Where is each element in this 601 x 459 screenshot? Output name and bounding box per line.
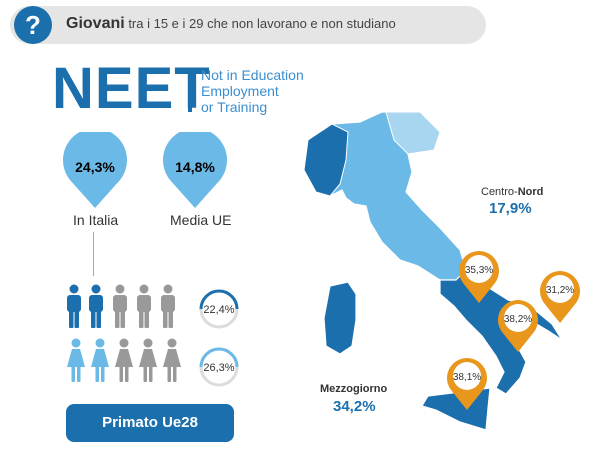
header-title: Giovani tra i 15 e i 29 che non lavorano… — [66, 15, 396, 33]
ue-value: 14,8% — [175, 159, 215, 175]
female-ring: 26,3% — [199, 347, 239, 387]
centro-nord-label-a: Centro- — [481, 186, 518, 198]
question-icon: ? — [14, 6, 52, 44]
neet-subtitle-line2: Employment — [201, 83, 279, 99]
male-person-icon — [67, 284, 81, 328]
male-person-icon — [137, 284, 151, 328]
italia-pin: 24,3% — [63, 132, 127, 208]
map-pin: 35,3% — [459, 251, 499, 303]
header-title-bold: Giovani — [66, 15, 125, 32]
neet-subtitle-line3: or Training — [201, 99, 268, 115]
italia-label: In Italia — [73, 212, 119, 228]
ue-label: Media UE — [170, 212, 232, 228]
female-person-icon — [139, 338, 157, 382]
centro-nord-label-b: Nord — [517, 186, 544, 198]
primato-button[interactable]: Primato Ue28 — [66, 404, 234, 442]
header-bar — [10, 6, 486, 44]
male-person-icon — [161, 284, 175, 328]
italia-value: 24,3% — [75, 159, 115, 175]
italy-map — [303, 111, 563, 431]
map-pin: 38,2% — [498, 300, 538, 352]
map-pin-value: 38,1% — [453, 372, 481, 383]
connector-line — [93, 232, 94, 276]
ue-pin: 14,8% — [163, 132, 227, 208]
map-pin-value: 38,2% — [504, 314, 532, 325]
female-person-icon — [91, 338, 109, 382]
mezzogiorno-label: Mezzogiorno — [320, 383, 388, 395]
female-icons — [67, 338, 181, 382]
female-person-icon — [67, 338, 85, 382]
neet-logo: NEET — [52, 56, 211, 121]
female-rate: 26,3% — [203, 362, 234, 374]
male-icons — [67, 284, 175, 328]
neet-subtitle: Not in Education Employment or Training — [201, 67, 304, 115]
male-ring: 22,4% — [199, 289, 239, 329]
map-pin-value: 35,3% — [465, 265, 493, 276]
header-title-rest: tra i 15 e i 29 che non lavorano e non s… — [128, 16, 396, 31]
male-person-icon — [89, 284, 103, 328]
map-pin: 31,2% — [540, 271, 580, 323]
centro-nord-value: 17,9% — [489, 200, 532, 217]
male-row — [66, 284, 186, 335]
sardinia-region — [323, 281, 357, 355]
male-rate: 22,4% — [203, 304, 234, 316]
female-row — [66, 338, 186, 389]
female-person-icon — [163, 338, 181, 382]
centro-nord-label: Centro-Nord — [481, 186, 543, 198]
neet-subtitle-line1: Not in Education — [201, 67, 304, 83]
map-pin: 38,1% — [447, 358, 487, 410]
female-person-icon — [115, 338, 133, 382]
male-person-icon — [113, 284, 127, 328]
map-pin-value: 31,2% — [546, 285, 574, 296]
neet-divider — [188, 68, 192, 112]
mezzogiorno-value: 34,2% — [333, 398, 376, 415]
